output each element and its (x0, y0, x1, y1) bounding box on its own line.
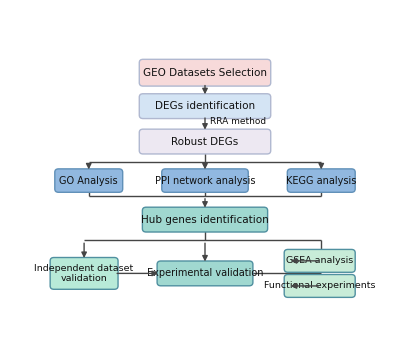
Text: RRA method: RRA method (210, 117, 266, 126)
FancyBboxPatch shape (139, 94, 271, 119)
FancyBboxPatch shape (50, 257, 118, 289)
FancyBboxPatch shape (157, 261, 253, 286)
FancyBboxPatch shape (55, 169, 123, 192)
Text: Independent dataset
validation: Independent dataset validation (34, 264, 134, 283)
FancyBboxPatch shape (162, 169, 248, 192)
FancyBboxPatch shape (139, 59, 271, 86)
Text: Robust DEGs: Robust DEGs (171, 136, 239, 147)
FancyBboxPatch shape (284, 274, 355, 297)
Text: Functional experiments: Functional experiments (264, 281, 376, 290)
Text: KEGG analysis: KEGG analysis (286, 176, 356, 186)
FancyBboxPatch shape (139, 129, 271, 154)
Text: Experimental validation: Experimental validation (147, 268, 263, 278)
Text: GEO Datasets Selection: GEO Datasets Selection (143, 68, 267, 78)
Text: PPI network analysis: PPI network analysis (155, 176, 255, 186)
FancyBboxPatch shape (287, 169, 355, 192)
Text: GSEA analysis: GSEA analysis (286, 256, 353, 265)
FancyBboxPatch shape (284, 249, 355, 272)
Text: Hub genes identification: Hub genes identification (141, 215, 269, 224)
Text: DEGs identification: DEGs identification (155, 101, 255, 111)
Text: GO Analysis: GO Analysis (60, 176, 118, 186)
FancyBboxPatch shape (142, 207, 268, 232)
